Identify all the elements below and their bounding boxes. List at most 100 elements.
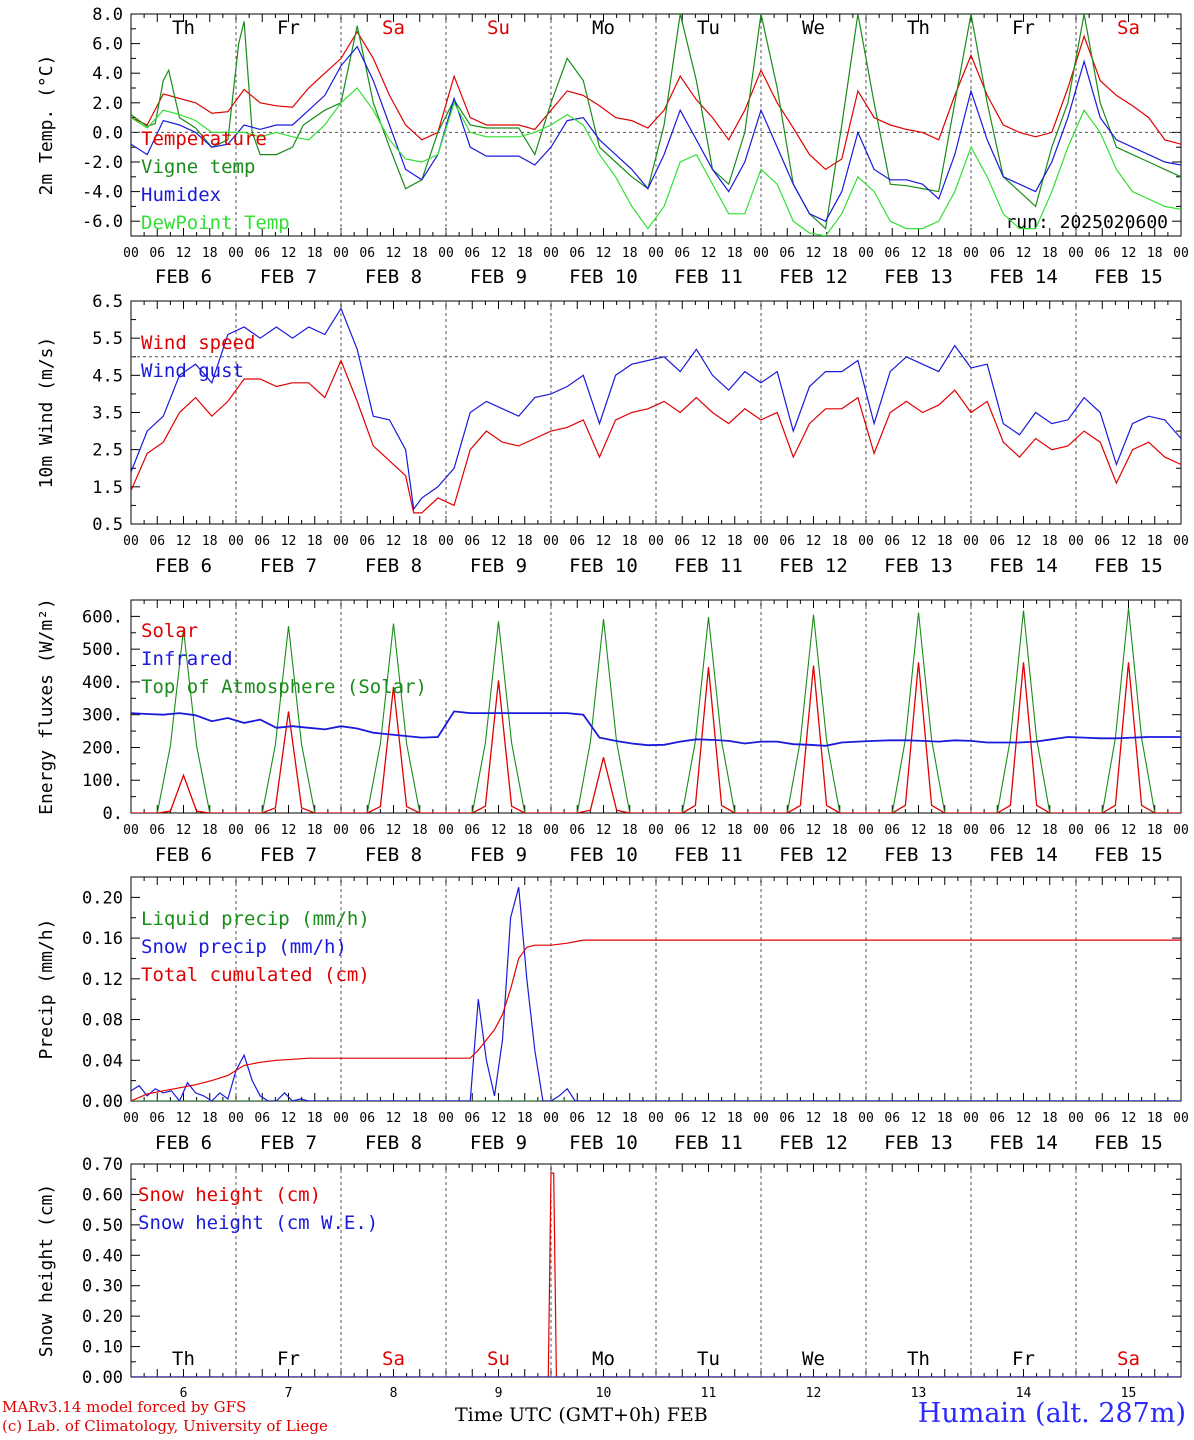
hour-label: 12 — [386, 1111, 402, 1126]
hour-label: 12 — [701, 246, 717, 261]
credit-line-1: MARv3.14 model forced by GFS — [2, 1398, 247, 1416]
y-tick-label: 5.5 — [92, 329, 123, 349]
legend-entry: Wind gust — [141, 360, 244, 382]
hour-label: 12 — [491, 534, 507, 549]
hour-label: 18 — [622, 534, 638, 549]
hour-label: 06 — [779, 1111, 795, 1126]
hour-label: 06 — [1094, 823, 1110, 838]
date-label: FEB 15 — [1094, 1132, 1163, 1154]
date-label: FEB 13 — [884, 266, 953, 288]
hour-label: 06 — [884, 534, 900, 549]
hour-label: 18 — [937, 1111, 953, 1126]
hour-label: 12 — [491, 823, 507, 838]
hour-label: 06 — [254, 534, 270, 549]
hour-label: 18 — [517, 823, 533, 838]
hour-label: 12 — [1121, 1111, 1137, 1126]
weekday-label: Fr — [277, 17, 300, 39]
hour-label: 12 — [176, 534, 192, 549]
hour-label: 00 — [753, 823, 769, 838]
hour-label: 00 — [1068, 246, 1084, 261]
hour-label: 12 — [911, 823, 927, 838]
panel-3: 0.00 0.04 0.08 0.12 0.16 0.20 Precip (mm/h) 00 0… — [36, 876, 1189, 1154]
weekday-label: Tu — [697, 1348, 720, 1370]
day-number: 12 — [806, 1386, 822, 1400]
hour-label: 00 — [438, 534, 454, 549]
hour-label: 18 — [307, 823, 323, 838]
hour-label: 12 — [1121, 534, 1137, 549]
series-group — [131, 1172, 1181, 1377]
series-group — [131, 887, 1181, 1101]
hour-label: 12 — [596, 246, 612, 261]
series-line — [131, 1172, 1181, 1377]
y-tick-label: -2.0 — [82, 153, 123, 173]
hour-label: 00 — [1068, 1111, 1084, 1126]
y-tick-label: 8.0 — [92, 5, 123, 25]
hour-label: 18 — [727, 534, 743, 549]
date-label: FEB 14 — [989, 555, 1058, 577]
hour-label: 06 — [149, 1111, 165, 1126]
y-axis-title: Energy fluxes (W/m²) — [36, 598, 57, 815]
hour-label: 06 — [569, 534, 585, 549]
date-label: FEB 15 — [1094, 555, 1163, 577]
hour-label: 12 — [806, 1111, 822, 1126]
date-label: FEB 8 — [365, 555, 422, 577]
date-label: FEB 12 — [779, 555, 848, 577]
hour-label: 12 — [701, 1111, 717, 1126]
legend-entry: Infrared — [141, 648, 233, 670]
y-axis-title: Precip (mm/h) — [36, 919, 57, 1060]
weekday-label: Mo — [592, 17, 615, 39]
hour-label: 00 — [228, 534, 244, 549]
hour-label: 12 — [806, 246, 822, 261]
hour-label: 12 — [281, 823, 297, 838]
date-label: FEB 13 — [884, 1132, 953, 1154]
hour-label: 12 — [386, 823, 402, 838]
legend-entry: Top of Atmosphere (Solar) — [141, 676, 427, 698]
hour-label: 12 — [701, 823, 717, 838]
weekday-label: Th — [907, 17, 930, 39]
y-tick-label: 0.00 — [82, 1368, 123, 1388]
series-line — [131, 939, 1181, 1101]
run-label: run: 2025020600 — [1005, 212, 1168, 233]
hour-label: 18 — [937, 246, 953, 261]
y-tick-label: 0.10 — [82, 1338, 123, 1358]
hour-label: 00 — [648, 823, 664, 838]
hour-label: 00 — [543, 1111, 559, 1126]
hour-label: 12 — [701, 534, 717, 549]
hour-label: 06 — [569, 1111, 585, 1126]
hour-label: 00 — [543, 823, 559, 838]
hour-label: 06 — [254, 246, 270, 261]
plot-frame — [130, 1163, 1182, 1378]
weekday-label: Fr — [1012, 17, 1035, 39]
y-tick-label: 0.5 — [92, 515, 123, 535]
y-tick-label: 6.0 — [92, 35, 123, 55]
weekday-label: We — [802, 1348, 825, 1370]
date-label: FEB 7 — [260, 1132, 317, 1154]
legend-entry: Temperature — [141, 128, 267, 150]
date-label: FEB 10 — [569, 1132, 638, 1154]
time-axis-month: FEB — [666, 1404, 708, 1426]
hour-label: 18 — [832, 534, 848, 549]
hour-label: 18 — [412, 246, 428, 261]
hour-label: 12 — [911, 534, 927, 549]
hour-label: 00 — [1068, 534, 1084, 549]
weekday-label: Tu — [697, 17, 720, 39]
y-tick-label: 100. — [82, 771, 123, 791]
day-number: 13 — [911, 1386, 927, 1400]
hour-label: 12 — [596, 823, 612, 838]
series-line-solar — [131, 662, 1181, 813]
hour-label: 18 — [622, 1111, 638, 1126]
hour-label: 12 — [1016, 246, 1032, 261]
y-tick-label: 4.5 — [92, 366, 123, 386]
y-tick-label: 0.70 — [82, 1155, 123, 1175]
hour-label: 06 — [254, 1111, 270, 1126]
hour-label: 00 — [963, 1111, 979, 1126]
hour-label: 12 — [806, 823, 822, 838]
hour-label: 06 — [989, 534, 1005, 549]
hour-label: 00 — [438, 1111, 454, 1126]
hour-label: 18 — [307, 246, 323, 261]
y-tick-label: 0.08 — [82, 1011, 123, 1031]
hour-label: 00 — [753, 246, 769, 261]
hour-label: 12 — [1121, 823, 1137, 838]
hour-label: 12 — [491, 1111, 507, 1126]
hour-label: 18 — [727, 246, 743, 261]
